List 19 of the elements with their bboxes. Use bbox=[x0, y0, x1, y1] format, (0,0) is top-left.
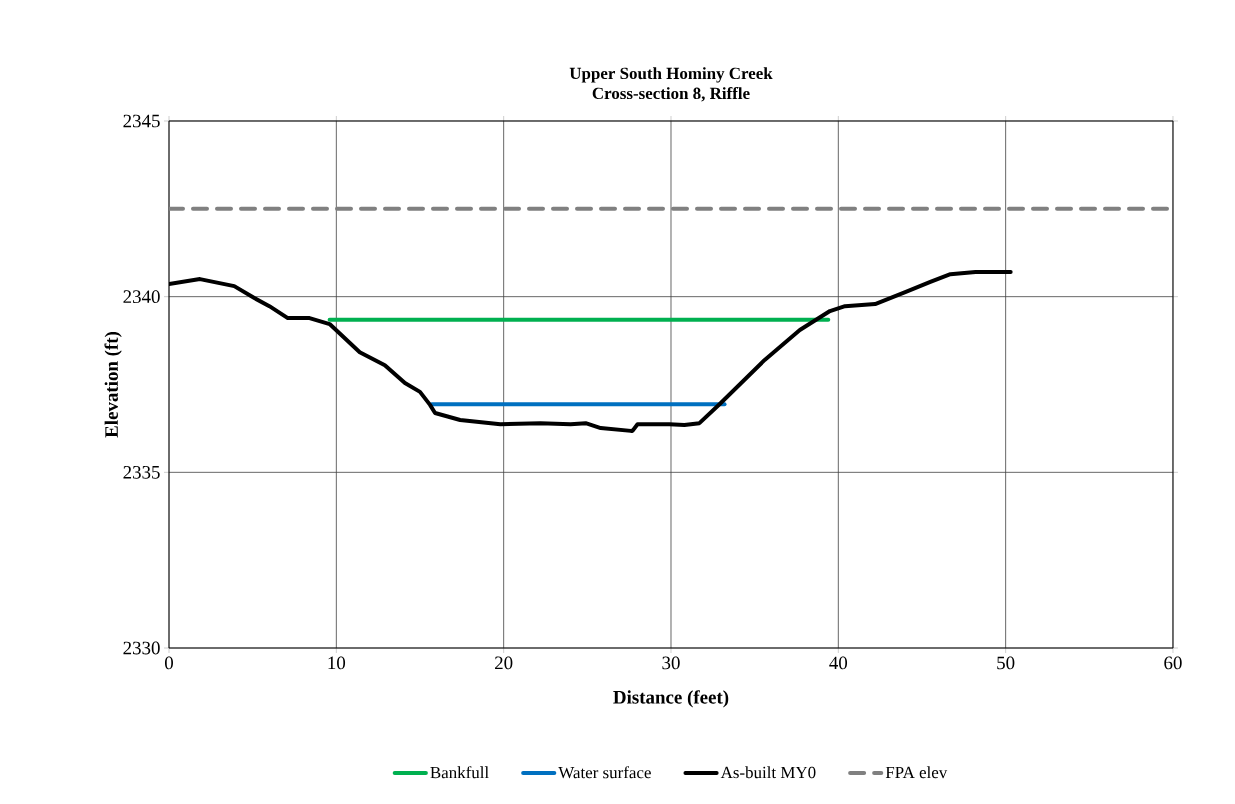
x-tick-label: 50 bbox=[997, 656, 1015, 670]
x-tick-label: 30 bbox=[662, 656, 680, 670]
y-tick-label: 2335 bbox=[123, 465, 160, 479]
y-axis-title: Elevation (ft) bbox=[104, 331, 122, 438]
chart-title: Upper South Hominy Creek bbox=[569, 67, 773, 83]
x-tick-label: 0 bbox=[164, 656, 173, 670]
x-tick-label: 20 bbox=[495, 656, 513, 670]
y-tick-label: 2340 bbox=[123, 290, 160, 304]
legend-label: As-built MY0 bbox=[720, 766, 816, 779]
y-tick-label: 2345 bbox=[123, 114, 160, 128]
legend-label: FPA elev bbox=[885, 766, 948, 779]
x-tick-label: 10 bbox=[328, 656, 346, 670]
x-tick-label: 40 bbox=[829, 656, 848, 670]
chart-subtitle: Cross-section 8, Riffle bbox=[592, 86, 750, 102]
x-axis-title: Distance (feet) bbox=[613, 690, 729, 708]
x-tick-label: 60 bbox=[1164, 656, 1182, 670]
y-tick-label: 2330 bbox=[123, 641, 160, 655]
legend-label: Bankfull bbox=[430, 766, 489, 779]
legend-label: Water surface bbox=[558, 766, 651, 779]
